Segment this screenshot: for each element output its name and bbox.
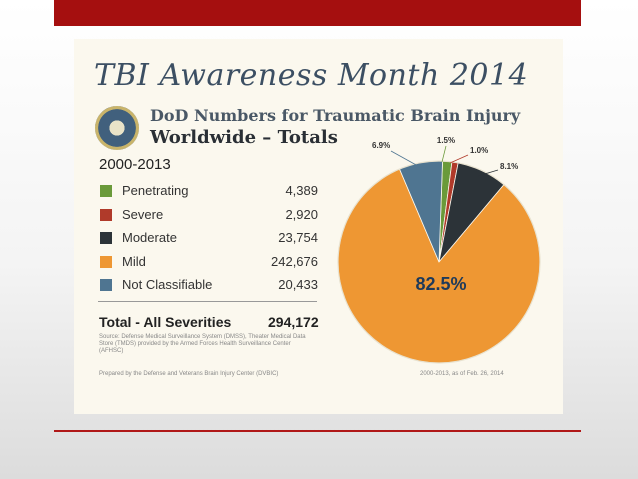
legend-item: Mild 242,676 [100, 252, 318, 272]
pie-percent-label: 82.5% [415, 274, 466, 294]
legend-item: Severe 2,920 [100, 205, 318, 225]
legend-value: 242,676 [271, 253, 318, 269]
legend-item: Not Classifiable 20,433 [100, 275, 318, 295]
legend-label: Moderate [122, 230, 177, 245]
legend-swatch [100, 185, 112, 197]
pie-percent-label: 6.9% [372, 141, 390, 150]
legend-value: 2,920 [285, 206, 318, 222]
subtitle-line-1: DoD Numbers for Traumatic Brain Injury [150, 106, 521, 125]
date-note: 2000-2013, as of Feb. 26, 2014 [420, 371, 504, 377]
legend-value: 4,389 [285, 183, 318, 198]
legend-label: Mild [122, 253, 146, 269]
pie-leader-line [477, 169, 499, 177]
legend-item: Penetrating 4,389 [100, 181, 318, 201]
total-value: 294,172 [268, 314, 319, 330]
legend-label: Severe [122, 206, 164, 222]
legend-item: Moderate 23,754 [100, 228, 318, 248]
legend-value: 23,754 [278, 230, 318, 245]
legend-swatch [100, 279, 112, 291]
total-label: Total - All Severities [99, 314, 232, 330]
legend-swatch [100, 232, 112, 244]
prepared-by-note: Prepared by the Defense and Veterans Bra… [99, 371, 279, 377]
bottom-rule [54, 430, 581, 432]
page-title: TBI Awareness Month 2014 [94, 58, 529, 93]
legend-swatch [100, 208, 112, 221]
legend-value: 20,433 [278, 277, 318, 292]
pie-leader-line [441, 145, 447, 163]
pie-percent-label: 1.0% [470, 146, 488, 155]
legend-label: Not Classifiable [122, 277, 213, 292]
top-accent-bar [54, 0, 581, 26]
pie-percent-label: 8.1% [500, 162, 518, 171]
pie-percent-label: 1.5% [437, 136, 455, 145]
pie-outline [337, 160, 541, 364]
pie-leader-line [449, 154, 469, 164]
source-note: Source: Defense Medical Surveillance Sys… [99, 334, 306, 354]
period-label: 2000-2013 [99, 156, 171, 173]
dod-seal-logo [95, 106, 139, 150]
legend-swatch [100, 255, 112, 268]
divider [98, 301, 317, 302]
subtitle-line-2: Worldwide – Totals [150, 127, 338, 148]
pie-leader-line [390, 150, 419, 167]
legend-label: Penetrating [122, 183, 189, 198]
